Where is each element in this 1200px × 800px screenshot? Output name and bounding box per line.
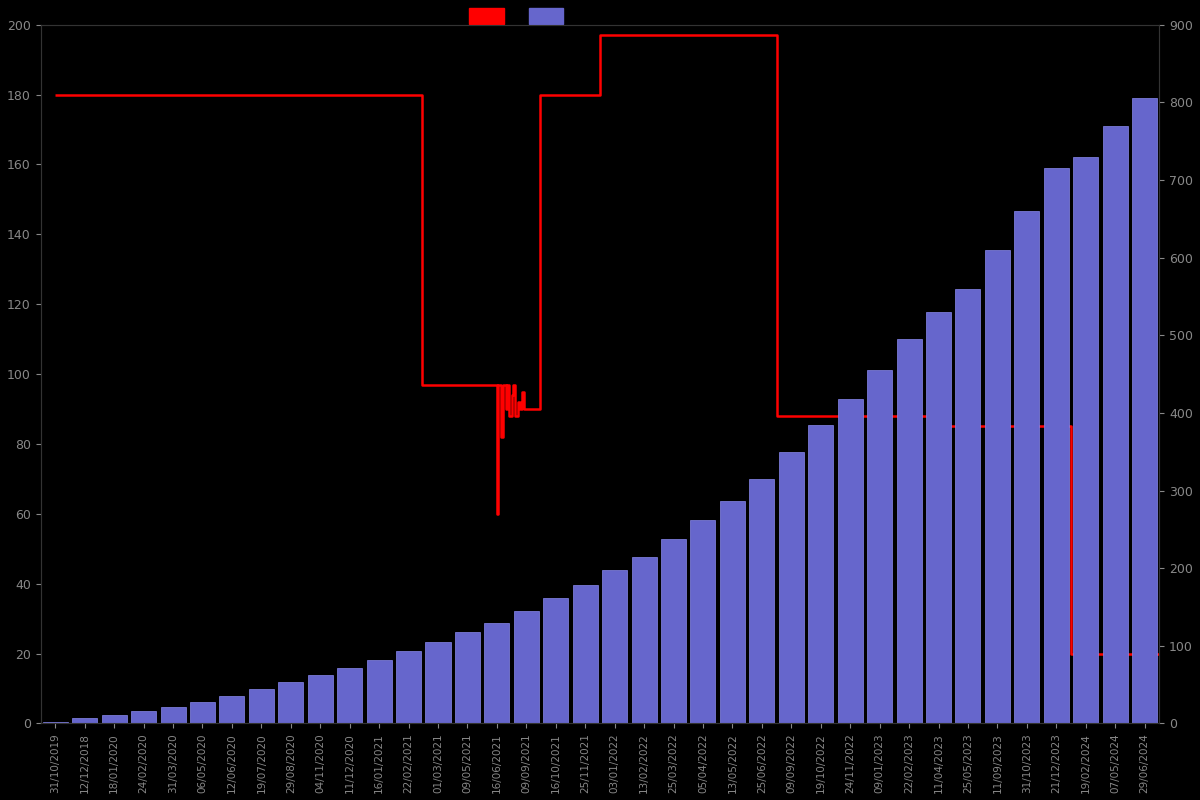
Bar <box>544 598 569 723</box>
Bar <box>868 370 892 723</box>
Bar <box>337 667 362 723</box>
Bar <box>1103 126 1128 723</box>
Bar <box>426 642 450 723</box>
Bar <box>248 690 274 723</box>
Bar <box>307 674 332 723</box>
Bar <box>631 557 656 723</box>
Bar <box>955 289 980 723</box>
Bar <box>514 611 539 723</box>
Bar <box>1044 168 1069 723</box>
Bar <box>190 702 215 723</box>
Bar <box>278 682 304 723</box>
Bar <box>1132 98 1157 723</box>
Bar <box>572 586 598 723</box>
Bar <box>102 715 127 723</box>
Bar <box>1073 157 1098 723</box>
Bar <box>367 660 391 723</box>
Bar <box>1014 211 1039 723</box>
Bar <box>220 696 245 723</box>
Bar <box>161 707 186 723</box>
Bar <box>602 570 628 723</box>
Bar <box>485 622 510 723</box>
Bar <box>809 425 833 723</box>
Bar <box>838 399 863 723</box>
Bar <box>455 632 480 723</box>
Legend: , : , <box>464 4 578 28</box>
Bar <box>661 538 686 723</box>
Bar <box>779 452 804 723</box>
Bar <box>926 312 952 723</box>
Bar <box>896 339 922 723</box>
Bar <box>72 718 97 723</box>
Bar <box>43 722 67 723</box>
Bar <box>690 520 715 723</box>
Bar <box>720 501 745 723</box>
Bar <box>985 250 1010 723</box>
Bar <box>749 479 774 723</box>
Bar <box>396 651 421 723</box>
Bar <box>131 711 156 723</box>
